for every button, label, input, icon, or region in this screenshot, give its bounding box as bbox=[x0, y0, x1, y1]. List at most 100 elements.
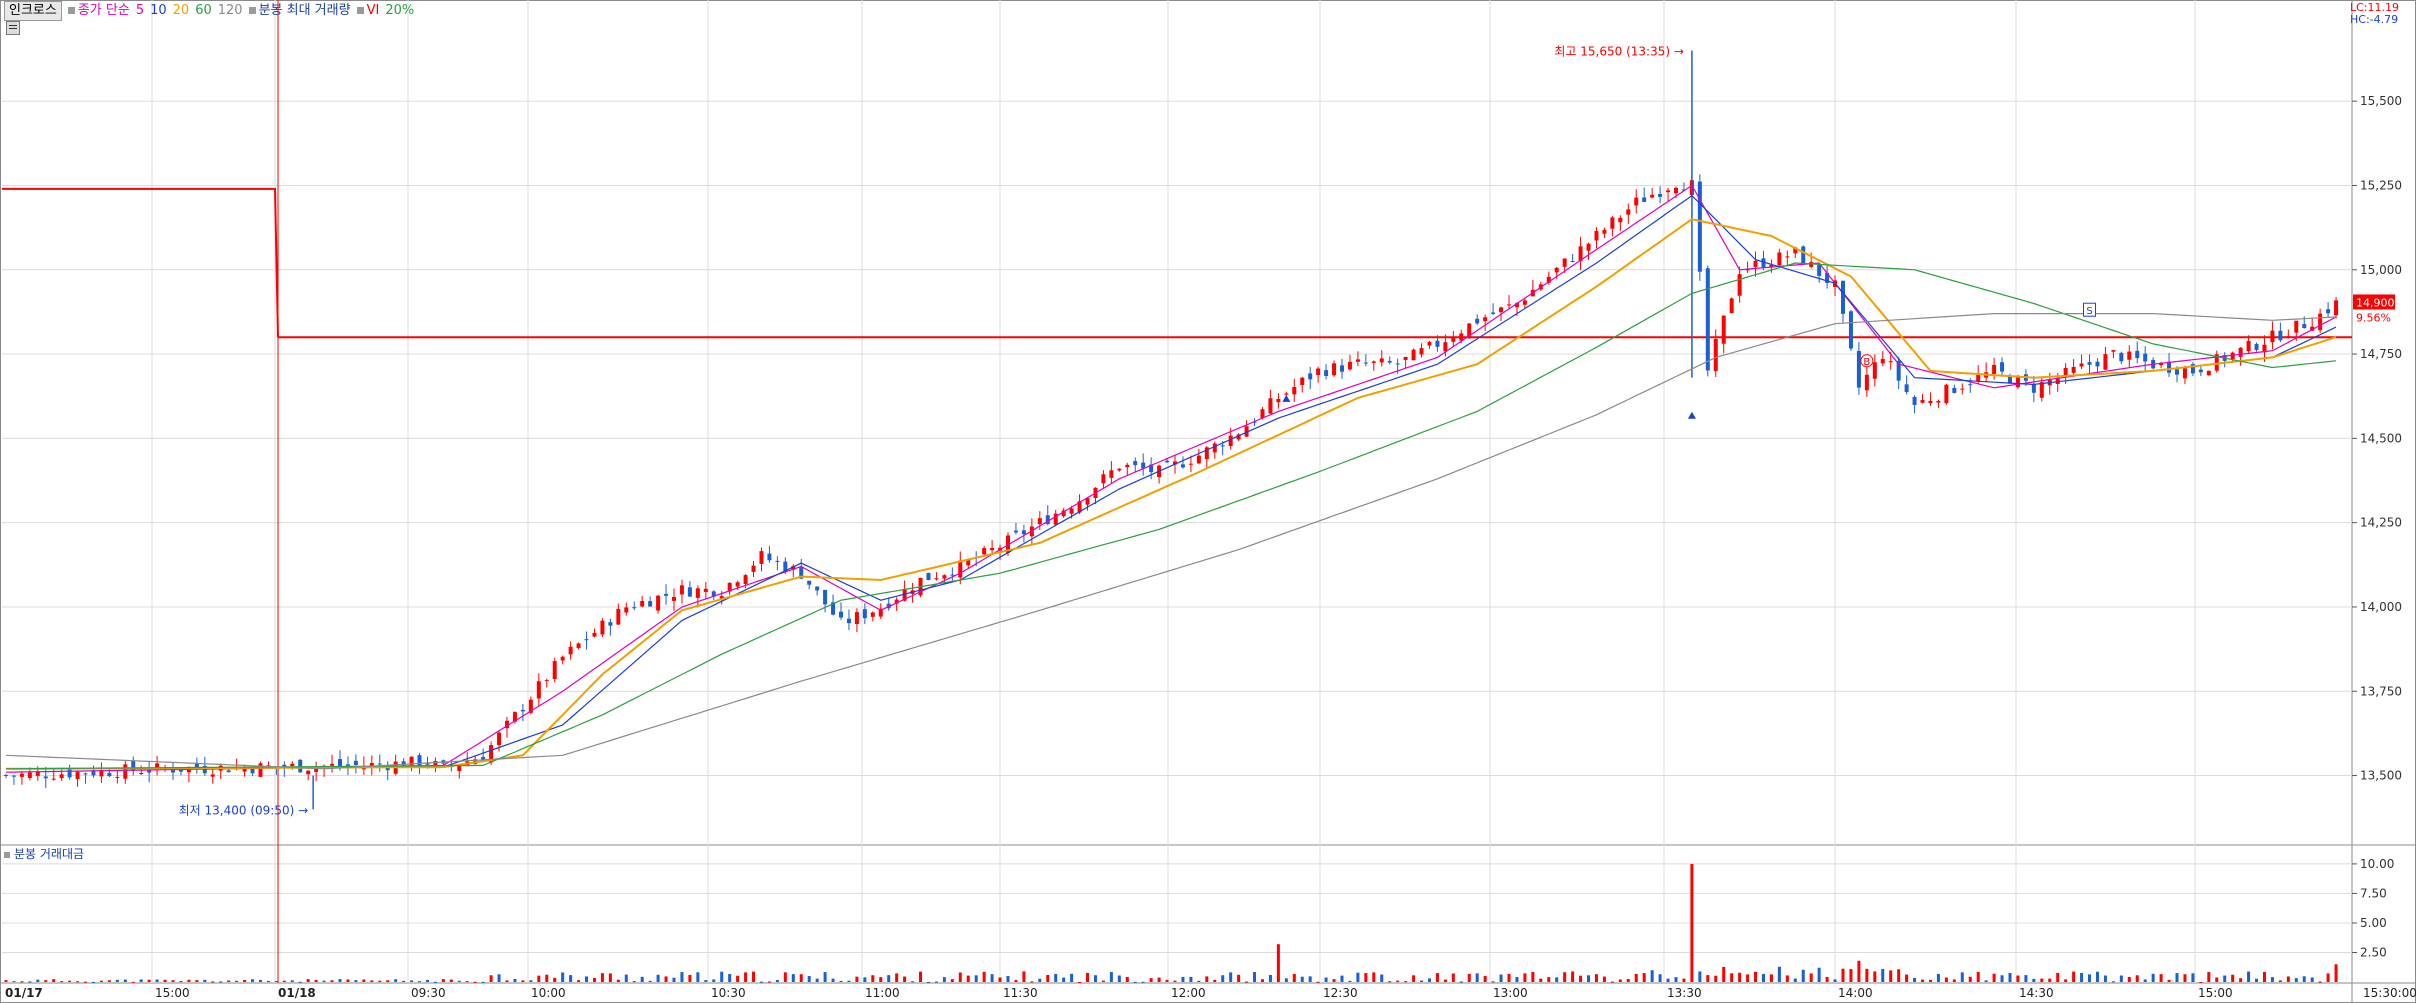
ma-period-10: 10 bbox=[150, 3, 167, 18]
volume-bar bbox=[1038, 978, 1042, 982]
candle-body bbox=[1499, 307, 1504, 313]
volume-bar bbox=[1404, 981, 1408, 983]
candle-body bbox=[703, 588, 708, 592]
list-icon[interactable] bbox=[6, 21, 20, 35]
candle-body bbox=[1491, 312, 1496, 314]
volume-bar bbox=[950, 979, 954, 982]
candle-body bbox=[624, 607, 629, 613]
volume-bar bbox=[211, 981, 215, 983]
volume-bar bbox=[1427, 978, 1431, 982]
volume-bar bbox=[2326, 973, 2330, 982]
candle-body bbox=[1268, 398, 1273, 414]
vi-arrow-icon bbox=[1687, 411, 1696, 419]
volume-bar bbox=[107, 980, 111, 982]
ma-legend[interactable]: 종가 단순 bbox=[67, 2, 130, 20]
volume-bar bbox=[1459, 981, 1463, 983]
volume-bar bbox=[1913, 978, 1917, 982]
candle-body bbox=[1300, 377, 1305, 386]
candle-body bbox=[338, 759, 342, 767]
candle-body bbox=[1920, 399, 1925, 403]
candle-body bbox=[958, 560, 963, 578]
volume-bar bbox=[346, 979, 350, 982]
volume-bar bbox=[258, 979, 262, 982]
volume-bar bbox=[1014, 979, 1018, 982]
volume-bar bbox=[1308, 976, 1312, 982]
low-annotation: 최저 13,400 (09:50) → bbox=[179, 803, 309, 817]
volume-bar bbox=[1372, 972, 1376, 982]
candle-body bbox=[1841, 280, 1845, 314]
volume-bar bbox=[386, 980, 390, 982]
candle-body bbox=[1880, 358, 1885, 364]
stock-name[interactable]: 인크로스 bbox=[4, 1, 62, 21]
volume-bar bbox=[68, 980, 72, 982]
candle-body bbox=[846, 618, 851, 624]
candle-body bbox=[409, 756, 414, 768]
volume-bar bbox=[187, 979, 191, 982]
volume-bar bbox=[123, 979, 127, 982]
sub-legend[interactable]: 분봉 거래대금 bbox=[4, 845, 84, 862]
candle-body bbox=[1674, 187, 1678, 194]
volume-bar bbox=[2024, 975, 2028, 982]
volume-tick-label: 7.50 bbox=[2360, 886, 2387, 900]
volume-bar bbox=[1817, 967, 1821, 982]
candle-body bbox=[1872, 362, 1877, 379]
volume-bar bbox=[505, 980, 509, 982]
volume-bar bbox=[1221, 975, 1225, 982]
candle-body bbox=[862, 609, 867, 619]
volume-bar bbox=[251, 979, 255, 982]
candle-body bbox=[2302, 324, 2307, 329]
candle-body bbox=[926, 572, 931, 581]
volume-bar bbox=[1936, 973, 1940, 982]
candle-body bbox=[1387, 360, 1392, 363]
candle-body bbox=[648, 601, 653, 607]
volume-bar bbox=[1316, 981, 1320, 983]
candle-body bbox=[1793, 247, 1798, 254]
candle-body bbox=[1976, 374, 1981, 382]
candle-body bbox=[640, 600, 645, 607]
candle-body bbox=[1769, 264, 1774, 268]
candle-body bbox=[2111, 350, 2116, 352]
candle-body bbox=[1817, 265, 1822, 276]
ma-label: 종가 단순 bbox=[77, 3, 130, 18]
volume-bar bbox=[195, 980, 199, 982]
volume-bar bbox=[1809, 973, 1813, 982]
candle-body bbox=[1228, 435, 1233, 447]
volume-bar bbox=[28, 981, 32, 983]
candle-body bbox=[147, 770, 152, 773]
candle-body bbox=[210, 774, 215, 777]
candle-body bbox=[2087, 362, 2092, 365]
volume-bar bbox=[1555, 977, 1559, 982]
candle-body bbox=[1149, 464, 1154, 473]
volume-bar bbox=[171, 980, 175, 982]
current-change-label: 9.56% bbox=[2356, 311, 2391, 324]
candle-body bbox=[1896, 360, 1901, 381]
volume-bar bbox=[1133, 981, 1137, 983]
candle-body bbox=[481, 756, 486, 761]
volume-bar bbox=[370, 980, 374, 982]
candle-body bbox=[2039, 382, 2044, 398]
volume-bar bbox=[887, 975, 891, 982]
volume-bar bbox=[2000, 975, 2004, 982]
volume-legend[interactable]: 분봉 최대 거래량 bbox=[248, 2, 351, 20]
volume-bar bbox=[1125, 976, 1129, 982]
candle-body bbox=[1697, 181, 1702, 272]
volume-bar bbox=[1435, 973, 1439, 982]
volume-bar bbox=[1690, 863, 1694, 982]
volume-bar bbox=[131, 981, 135, 983]
time-tick-label: 15:00 bbox=[2198, 986, 2233, 1000]
sell-marker bbox=[2083, 302, 2097, 317]
candle-body bbox=[1801, 246, 1806, 265]
volume-label: 분봉 최대 거래량 bbox=[258, 3, 351, 18]
volume-bar bbox=[1944, 977, 1948, 982]
candle-body bbox=[687, 587, 692, 597]
candle-body bbox=[2167, 361, 2172, 373]
vi-legend[interactable]: VI bbox=[356, 2, 379, 20]
volume-bar bbox=[1070, 973, 1074, 982]
volume-bar bbox=[1117, 975, 1121, 982]
volume-bar bbox=[672, 977, 676, 982]
volume-bar bbox=[2143, 979, 2147, 982]
volume-bar bbox=[1093, 975, 1097, 982]
price-tick-label: 13,500 bbox=[2360, 769, 2402, 783]
volume-bar bbox=[529, 980, 533, 982]
candle-body bbox=[1220, 445, 1225, 447]
